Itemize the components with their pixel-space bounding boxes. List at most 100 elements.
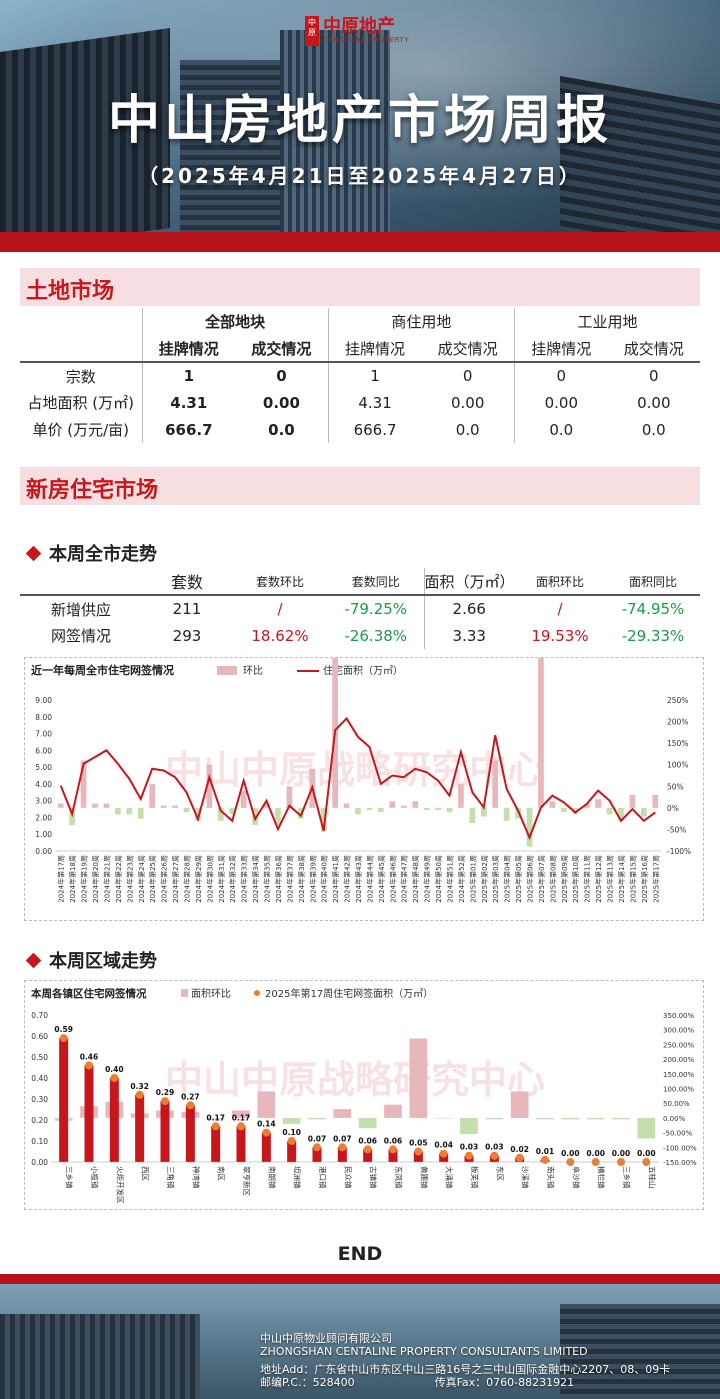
dot-area-week <box>135 1090 144 1099</box>
nh-header: 套数环比 <box>232 568 328 596</box>
dot-area-week <box>490 1151 499 1160</box>
x-tick-label: 2025年第09周 <box>560 855 569 903</box>
y-left-tick: 0.60 <box>31 1032 48 1041</box>
y-left-tick: 8.00 <box>35 713 52 722</box>
data-label: 0.06 <box>358 1136 377 1145</box>
x-tick-label: 2024年第21周 <box>102 855 111 903</box>
bar-area-week <box>109 1078 119 1162</box>
nh-row-label: 新增供应 <box>50 600 111 619</box>
weekly-chart-svg: 近一年每周全市住宅网签情况 环比 住宅面积（万㎡） 中山中原战略研究中心 0.00 1.0… <box>31 626 691 903</box>
region-chart-svg: 本周各镇区住宅网签情况 面积环比 2025年第17周住宅网签面积（万㎡） 中山中原战略… <box>31 987 697 1204</box>
land-sub-listed: 挂牌情况 <box>328 335 422 363</box>
x-tick-label: 2025年第15周 <box>628 855 637 903</box>
chart-title: 近一年每周全市住宅网签情况 <box>31 663 174 677</box>
nh-cell: 2.66 <box>452 600 486 618</box>
dot-area-week <box>465 1151 473 1160</box>
nh-cell: 18.62% <box>251 626 309 645</box>
nh-cell: -79.25% <box>328 595 425 622</box>
bar-area-mom <box>536 1117 554 1120</box>
nh-cell: 211 <box>172 600 202 618</box>
chart-watermark: 中山中原战略研究中心 <box>165 1058 545 1102</box>
y-left-tick: 2.00 <box>35 813 52 822</box>
bar-mom <box>263 803 270 808</box>
bar-mom <box>217 807 224 821</box>
land-cell: 0 <box>556 367 567 385</box>
land-cell: 1 <box>370 367 380 385</box>
land-sub-sold: 成交情况 <box>607 335 700 363</box>
dot-area-week <box>541 1155 549 1164</box>
bar-area-mom <box>282 1117 301 1124</box>
logo-english: CENTALINE PROPERTY <box>323 36 410 44</box>
y-right-tick: 350.00% <box>663 1012 694 1020</box>
land-row-label: 宗数 <box>20 362 143 389</box>
x-tick-label: 2024年第43周 <box>354 855 363 903</box>
legend-swatch-dot <box>254 990 260 996</box>
y-right-tick: 300.00% <box>663 1027 694 1035</box>
land-cell: 0.0 <box>549 420 574 439</box>
data-label: 0.06 <box>384 1136 403 1145</box>
bar-mom <box>503 807 510 821</box>
bar-mom <box>378 807 384 813</box>
nh-header: 套数同比 <box>328 568 425 596</box>
x-tick-label: 2024年第48周 <box>411 855 420 903</box>
bar-mom <box>618 807 624 821</box>
nh-header: 面积同比 <box>606 568 700 596</box>
bar-area-mom <box>460 1117 478 1135</box>
bar-mom <box>560 807 567 813</box>
footer-building-left <box>0 1314 200 1399</box>
x-tick-label: 2025年第02周 <box>480 855 489 903</box>
y-right-tick: -50% <box>667 825 686 834</box>
footer-info: 中山中原物业顾问有限公司 ZHONGSHAN CENTALINE PROPERT… <box>260 1332 670 1389</box>
x-tick-label: 2025年第13周 <box>606 855 615 903</box>
x-tick-label: 东凤镇 <box>394 1166 404 1189</box>
data-label: 0.00 <box>586 1149 605 1158</box>
land-cell: 0 <box>235 362 329 389</box>
bar-mom <box>629 794 636 808</box>
bar-mom <box>160 805 167 808</box>
x-tick-label: 2024年第49周 <box>423 855 432 903</box>
footer-company-cn: 中山中原物业顾问有限公司 <box>260 1332 392 1345</box>
dot-area-week <box>414 1147 423 1156</box>
land-row-area: 占地面积 (万㎡) 4.31 0.00 4.31 0.00 0.00 0.00 <box>20 389 700 416</box>
bar-mom <box>320 807 327 832</box>
legend-swatch-bar <box>181 989 188 997</box>
y-right-tick: 200% <box>667 718 688 727</box>
x-tick-label: 2024年第50周 <box>434 855 443 903</box>
bar-area-week <box>413 1151 423 1162</box>
y-right-tick: 50% <box>667 782 684 791</box>
x-tick-label: 阜沙镇 <box>571 1166 581 1189</box>
bar-mom <box>172 805 178 808</box>
region-trend-title: 本周区域走势 <box>49 951 157 972</box>
bar-mom <box>526 807 533 847</box>
bar-mom <box>549 801 556 808</box>
bar-area-week <box>287 1141 297 1162</box>
bar-mom <box>115 807 121 815</box>
nh-row-label: 网签情况 <box>50 627 111 645</box>
y-right-tick: 150% <box>667 739 688 748</box>
bar-mom <box>80 760 87 808</box>
x-tick-label: 2024年第18周 <box>68 855 77 903</box>
x-tick-label: 西区 <box>141 1166 150 1182</box>
land-cell: 4.31 <box>170 393 208 412</box>
bar-mom <box>435 807 441 811</box>
footer-postcode: 邮编P.C.：528400 <box>260 1376 355 1389</box>
y-left-tick: 0.40 <box>31 1074 48 1083</box>
header-red-bar <box>0 232 720 252</box>
bar-mom <box>355 807 361 815</box>
x-tick-label: 2024年第41周 <box>331 855 340 903</box>
city-trend-heading: 本周全市走势 <box>25 540 157 566</box>
bar-area-week <box>312 1147 322 1162</box>
nh-cell: 19.53% <box>531 626 589 645</box>
bar-area-mom <box>206 1117 225 1120</box>
bar-mom <box>240 790 247 808</box>
y-right-tick: 200.00% <box>663 1056 694 1064</box>
legend-label: 环比 <box>243 665 263 677</box>
data-label: 0.05 <box>409 1139 428 1148</box>
bar-mom <box>446 807 453 813</box>
footer-company-en: ZHONGSHAN CENTALINE PROPERTY CONSULTANTS… <box>260 1345 588 1358</box>
data-label: 0.40 <box>105 1065 124 1074</box>
land-group-residential: 商住用地 <box>328 308 516 335</box>
x-tick-label: 黄圃镇 <box>419 1166 429 1189</box>
data-label: 0.02 <box>510 1145 529 1154</box>
y-left-tick: 0.50 <box>31 1053 48 1062</box>
